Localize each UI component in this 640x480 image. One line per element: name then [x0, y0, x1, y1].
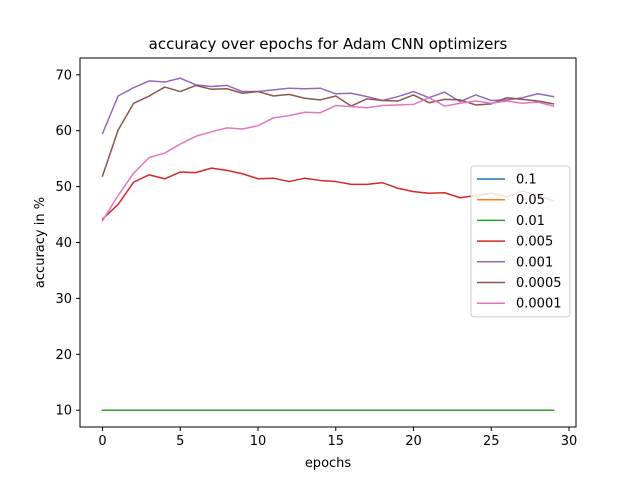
x-axis-label: epochs — [305, 456, 352, 471]
y-tick-label: 60 — [55, 124, 72, 139]
legend-label: 0.0001 — [516, 297, 562, 312]
x-tick-label: 25 — [483, 434, 500, 449]
y-tick-label: 20 — [55, 348, 72, 363]
legend-label: 0.1 — [516, 173, 537, 188]
series-layer — [101, 77, 555, 411]
x-tick-label: 30 — [561, 434, 578, 449]
y-tick-label: 30 — [55, 292, 72, 307]
legend: 0.1 0.05 0.01 0.005 0.001 0.0005 0.0001 — [470, 165, 571, 318]
y-axis-ticks: 10 20 30 40 50 60 70 — [55, 68, 80, 419]
x-tick-label: 20 — [405, 434, 422, 449]
series-line-0.0005 — [101, 84, 555, 177]
legend-box — [470, 165, 571, 318]
y-tick-label: 10 — [55, 404, 72, 419]
legend-label: 0.005 — [516, 235, 553, 250]
y-tick-label: 50 — [55, 180, 72, 195]
chart-title: accuracy over epochs for Adam CNN optimi… — [149, 35, 508, 53]
legend-label: 0.05 — [516, 193, 545, 208]
x-tick-label: 10 — [250, 434, 267, 449]
legend-label: 0.01 — [516, 214, 545, 229]
y-axis-label: accuracy in % — [33, 197, 48, 288]
x-axis-ticks: 0 5 10 15 20 25 30 — [98, 427, 577, 449]
legend-label: 0.001 — [516, 255, 553, 270]
x-tick-label: 5 — [176, 434, 184, 449]
series-line-0.001 — [101, 77, 555, 135]
x-tick-label: 0 — [98, 434, 106, 449]
y-tick-label: 70 — [55, 68, 72, 83]
legend-label: 0.0005 — [516, 276, 562, 291]
y-tick-label: 40 — [55, 236, 72, 251]
series-line-0.0001 — [101, 96, 555, 222]
x-tick-label: 15 — [328, 434, 345, 449]
